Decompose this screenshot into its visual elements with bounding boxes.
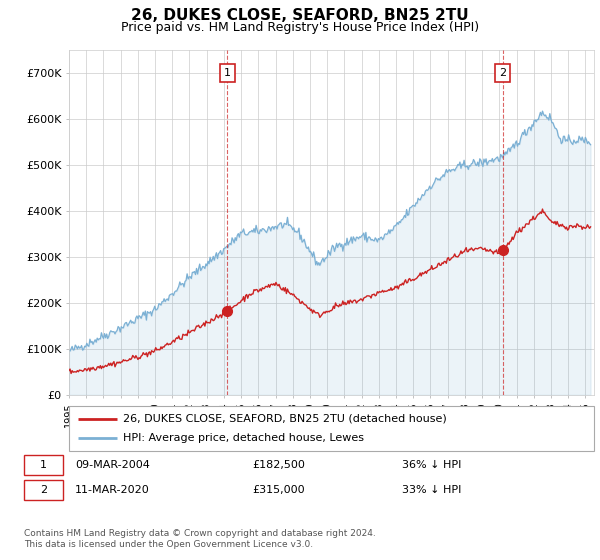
Text: 2: 2	[499, 68, 506, 78]
Text: Price paid vs. HM Land Registry's House Price Index (HPI): Price paid vs. HM Land Registry's House …	[121, 21, 479, 34]
Text: 09-MAR-2004: 09-MAR-2004	[75, 460, 150, 470]
Text: 26, DUKES CLOSE, SEAFORD, BN25 2TU: 26, DUKES CLOSE, SEAFORD, BN25 2TU	[131, 8, 469, 24]
Text: HPI: Average price, detached house, Lewes: HPI: Average price, detached house, Lewe…	[123, 433, 364, 444]
Text: 26, DUKES CLOSE, SEAFORD, BN25 2TU (detached house): 26, DUKES CLOSE, SEAFORD, BN25 2TU (deta…	[123, 413, 447, 423]
Text: Contains HM Land Registry data © Crown copyright and database right 2024.
This d: Contains HM Land Registry data © Crown c…	[24, 529, 376, 549]
Text: 1: 1	[40, 460, 47, 470]
Text: 2: 2	[40, 485, 47, 495]
Text: 1: 1	[224, 68, 231, 78]
Text: £182,500: £182,500	[252, 460, 305, 470]
Text: £315,000: £315,000	[252, 485, 305, 495]
Text: 36% ↓ HPI: 36% ↓ HPI	[402, 460, 461, 470]
Text: 11-MAR-2020: 11-MAR-2020	[75, 485, 150, 495]
Text: 33% ↓ HPI: 33% ↓ HPI	[402, 485, 461, 495]
